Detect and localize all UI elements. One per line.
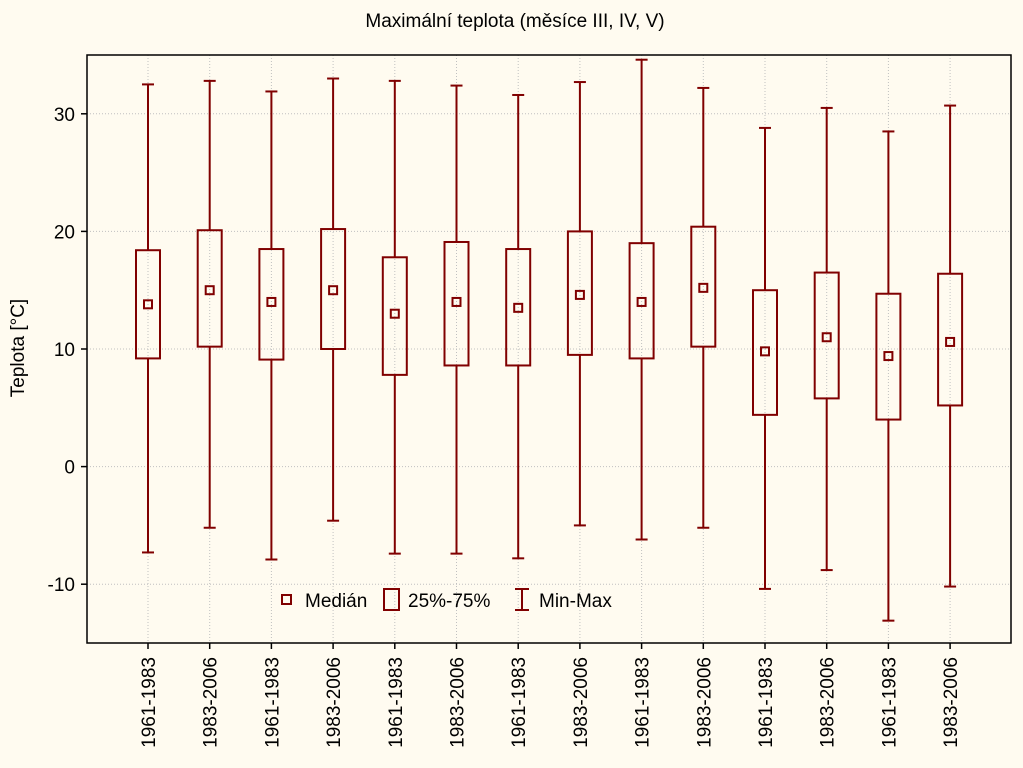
box-group (690, 86, 717, 529)
iqr-box (937, 272, 964, 407)
x-tick-label: 1961-1983 (139, 657, 160, 748)
median-marker (451, 296, 462, 307)
median-marker (821, 332, 832, 343)
x-tick-label: 1961-1983 (262, 657, 283, 748)
y-tick-label: 30 (54, 105, 75, 126)
median-marker (204, 285, 215, 296)
x-tick-label: 1983-2006 (324, 657, 345, 748)
grid (87, 55, 1011, 643)
box-group (566, 81, 593, 527)
legend-box-marker (383, 588, 400, 611)
median-marker (574, 289, 585, 300)
median-marker (513, 302, 524, 313)
x-tick-label: 1961-1983 (509, 657, 530, 748)
iqr-box (505, 248, 532, 367)
median-marker (266, 296, 277, 307)
legend-whisker-marker (515, 588, 529, 611)
iqr-box (320, 228, 347, 351)
legend: Medián 25%-75% Min-Max (281, 588, 612, 612)
y-tick-label: 10 (54, 340, 75, 361)
x-tick-label: 1983-2006 (694, 657, 715, 748)
box-group (752, 126, 778, 590)
box-group (196, 79, 223, 529)
legend-median-label: Medián (305, 591, 367, 612)
box-group (443, 84, 470, 555)
iqr-box (443, 240, 470, 367)
median-marker (760, 346, 770, 357)
iqr-box (196, 229, 223, 348)
legend-box-label: 25%-75% (408, 591, 490, 612)
box-group (813, 106, 840, 572)
median-marker (883, 351, 894, 362)
box-group (628, 58, 655, 541)
box-group (320, 77, 347, 522)
median-marker (328, 285, 339, 296)
box-group (135, 83, 161, 554)
box-group (875, 130, 902, 622)
iqr-box (875, 292, 902, 421)
x-tick-label: 1983-2006 (571, 657, 592, 748)
legend-median-marker (281, 594, 292, 605)
x-tick-label: 1983-2006 (201, 657, 222, 748)
y-tick-label: 0 (64, 458, 75, 479)
iqr-box (135, 249, 161, 360)
box-group (258, 90, 285, 561)
x-tick-label: 1983-2006 (941, 657, 962, 748)
box-group (381, 79, 408, 555)
median-marker (143, 299, 153, 310)
x-tick-label: 1961-1983 (879, 657, 900, 748)
median-marker (636, 296, 647, 307)
iqr-box (381, 256, 408, 376)
legend-whisker-label: Min-Max (539, 591, 612, 612)
axis-ticks: -10 0 10 20 30 1961-1983 1983-2006 1961-1983 198… (48, 105, 963, 748)
x-tick-label: 1961-1983 (633, 657, 654, 748)
median-marker (389, 308, 400, 319)
iqr-box (690, 225, 717, 348)
x-tick-label: 1961-1983 (756, 657, 777, 748)
iqr-box (628, 242, 655, 360)
median-marker (698, 282, 709, 293)
median-marker (945, 336, 956, 347)
boxes (135, 58, 964, 622)
iqr-box (258, 248, 285, 361)
y-tick-label: -10 (48, 575, 75, 596)
x-tick-label: 1983-2006 (448, 657, 469, 748)
y-axis-label: Teplota [°C] (8, 299, 29, 397)
box-group (505, 93, 532, 560)
iqr-box (566, 230, 593, 356)
box-group (937, 104, 964, 588)
iqr-box (752, 289, 778, 416)
x-tick-label: 1961-1983 (386, 657, 407, 748)
chart-title: Maximální teplota (měsíce III, IV, V) (365, 11, 664, 32)
x-tick-label: 1983-2006 (818, 657, 839, 748)
y-tick-label: 20 (54, 222, 75, 243)
iqr-box (813, 271, 840, 400)
